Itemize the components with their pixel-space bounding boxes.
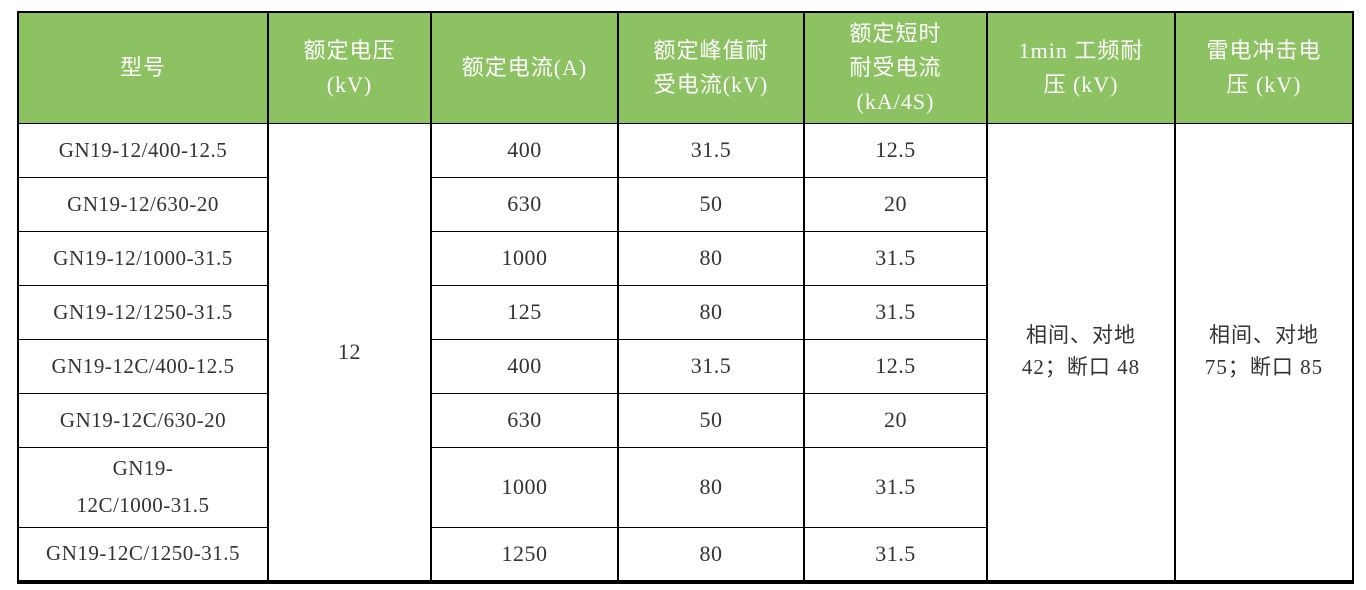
short-time-withstand-cell: 12.5	[803, 338, 988, 394]
model-cell: GN19-12/400-12.5	[17, 122, 269, 178]
table-row: GN19- 12C/1000-31.5 1000 80 31.5	[17, 446, 1353, 529]
power-frequency-withstand-merged-cell: 相间、对地 42；断口 48	[986, 122, 1176, 583]
short-time-withstand-cell: 31.5	[803, 446, 988, 529]
header-lightning-impulse-voltage: 雷电冲击电 压 (kV)	[1174, 11, 1354, 124]
model-cell: GN19-12/1000-31.5	[17, 230, 269, 286]
table-row: GN19-12/630-20 630 50 20	[17, 176, 1353, 232]
header-rated-voltage: 额定电压 (kV)	[267, 11, 432, 124]
model-cell: GN19-12C/1250-31.5	[17, 527, 269, 583]
table-row: GN19-12C/1250-31.5 1250 80 31.5	[17, 527, 1353, 583]
rated-current-cell: 630	[430, 392, 619, 448]
peak-withstand-cell: 80	[617, 446, 805, 529]
short-time-withstand-cell: 31.5	[803, 527, 988, 583]
rated-current-cell: 1000	[430, 230, 619, 286]
header-row: 型号 额定电压 (kV) 额定电流(A) 额定峰值耐 受电流(kV) 额定短时 …	[17, 11, 1354, 124]
short-time-withstand-cell: 31.5	[803, 284, 988, 340]
spec-table: 型号 额定电压 (kV) 额定电流(A) 额定峰值耐 受电流(kV) 额定短时 …	[17, 11, 1354, 584]
short-time-withstand-cell: 20	[803, 392, 988, 448]
model-cell: GN19- 12C/1000-31.5	[17, 446, 269, 529]
model-cell: GN19-12/630-20	[17, 176, 269, 232]
rated-current-cell: 125	[430, 284, 619, 340]
short-time-withstand-cell: 31.5	[803, 230, 988, 286]
rated-current-cell: 630	[430, 176, 619, 232]
table-row: GN19-12/1250-31.5 125 80 31.5	[17, 284, 1353, 340]
rated-current-cell: 1000	[430, 446, 619, 529]
header-peak-withstand-current: 额定峰值耐 受电流(kV)	[617, 11, 805, 124]
peak-withstand-cell: 80	[617, 230, 805, 286]
header-short-time-withstand-current: 额定短时 耐受电流 (kA/4S)	[803, 11, 988, 124]
peak-withstand-cell: 31.5	[617, 122, 805, 178]
short-time-withstand-cell: 20	[803, 176, 988, 232]
model-cell: GN19-12C/630-20	[17, 392, 269, 448]
rated-current-cell: 400	[430, 338, 619, 394]
peak-withstand-cell: 50	[617, 176, 805, 232]
peak-withstand-cell: 50	[617, 392, 805, 448]
header-power-frequency-withstand-voltage: 1min 工频耐 压 (kV)	[986, 11, 1176, 124]
peak-withstand-cell: 80	[617, 527, 805, 583]
model-cell: GN19-12/1250-31.5	[17, 284, 269, 340]
table-row: GN19-12/1000-31.5 1000 80 31.5	[17, 230, 1353, 286]
peak-withstand-cell: 80	[617, 284, 805, 340]
rated-current-cell: 400	[430, 122, 619, 178]
lightning-impulse-merged-cell: 相间、对地 75；断口 85	[1174, 122, 1354, 583]
header-rated-current: 额定电流(A)	[430, 11, 619, 124]
short-time-withstand-cell: 12.5	[803, 122, 988, 178]
rated-current-cell: 1250	[430, 527, 619, 583]
header-model: 型号	[17, 11, 269, 124]
table-row: GN19-12/400-12.5 12 400 31.5 12.5 相间、对地 …	[17, 122, 1354, 583]
peak-withstand-cell: 31.5	[617, 338, 805, 394]
rated-voltage-merged-cell: 12	[267, 122, 432, 583]
model-cell: GN19-12C/400-12.5	[17, 338, 269, 394]
table-row: GN19-12C/630-20 630 50 20	[17, 392, 1353, 448]
